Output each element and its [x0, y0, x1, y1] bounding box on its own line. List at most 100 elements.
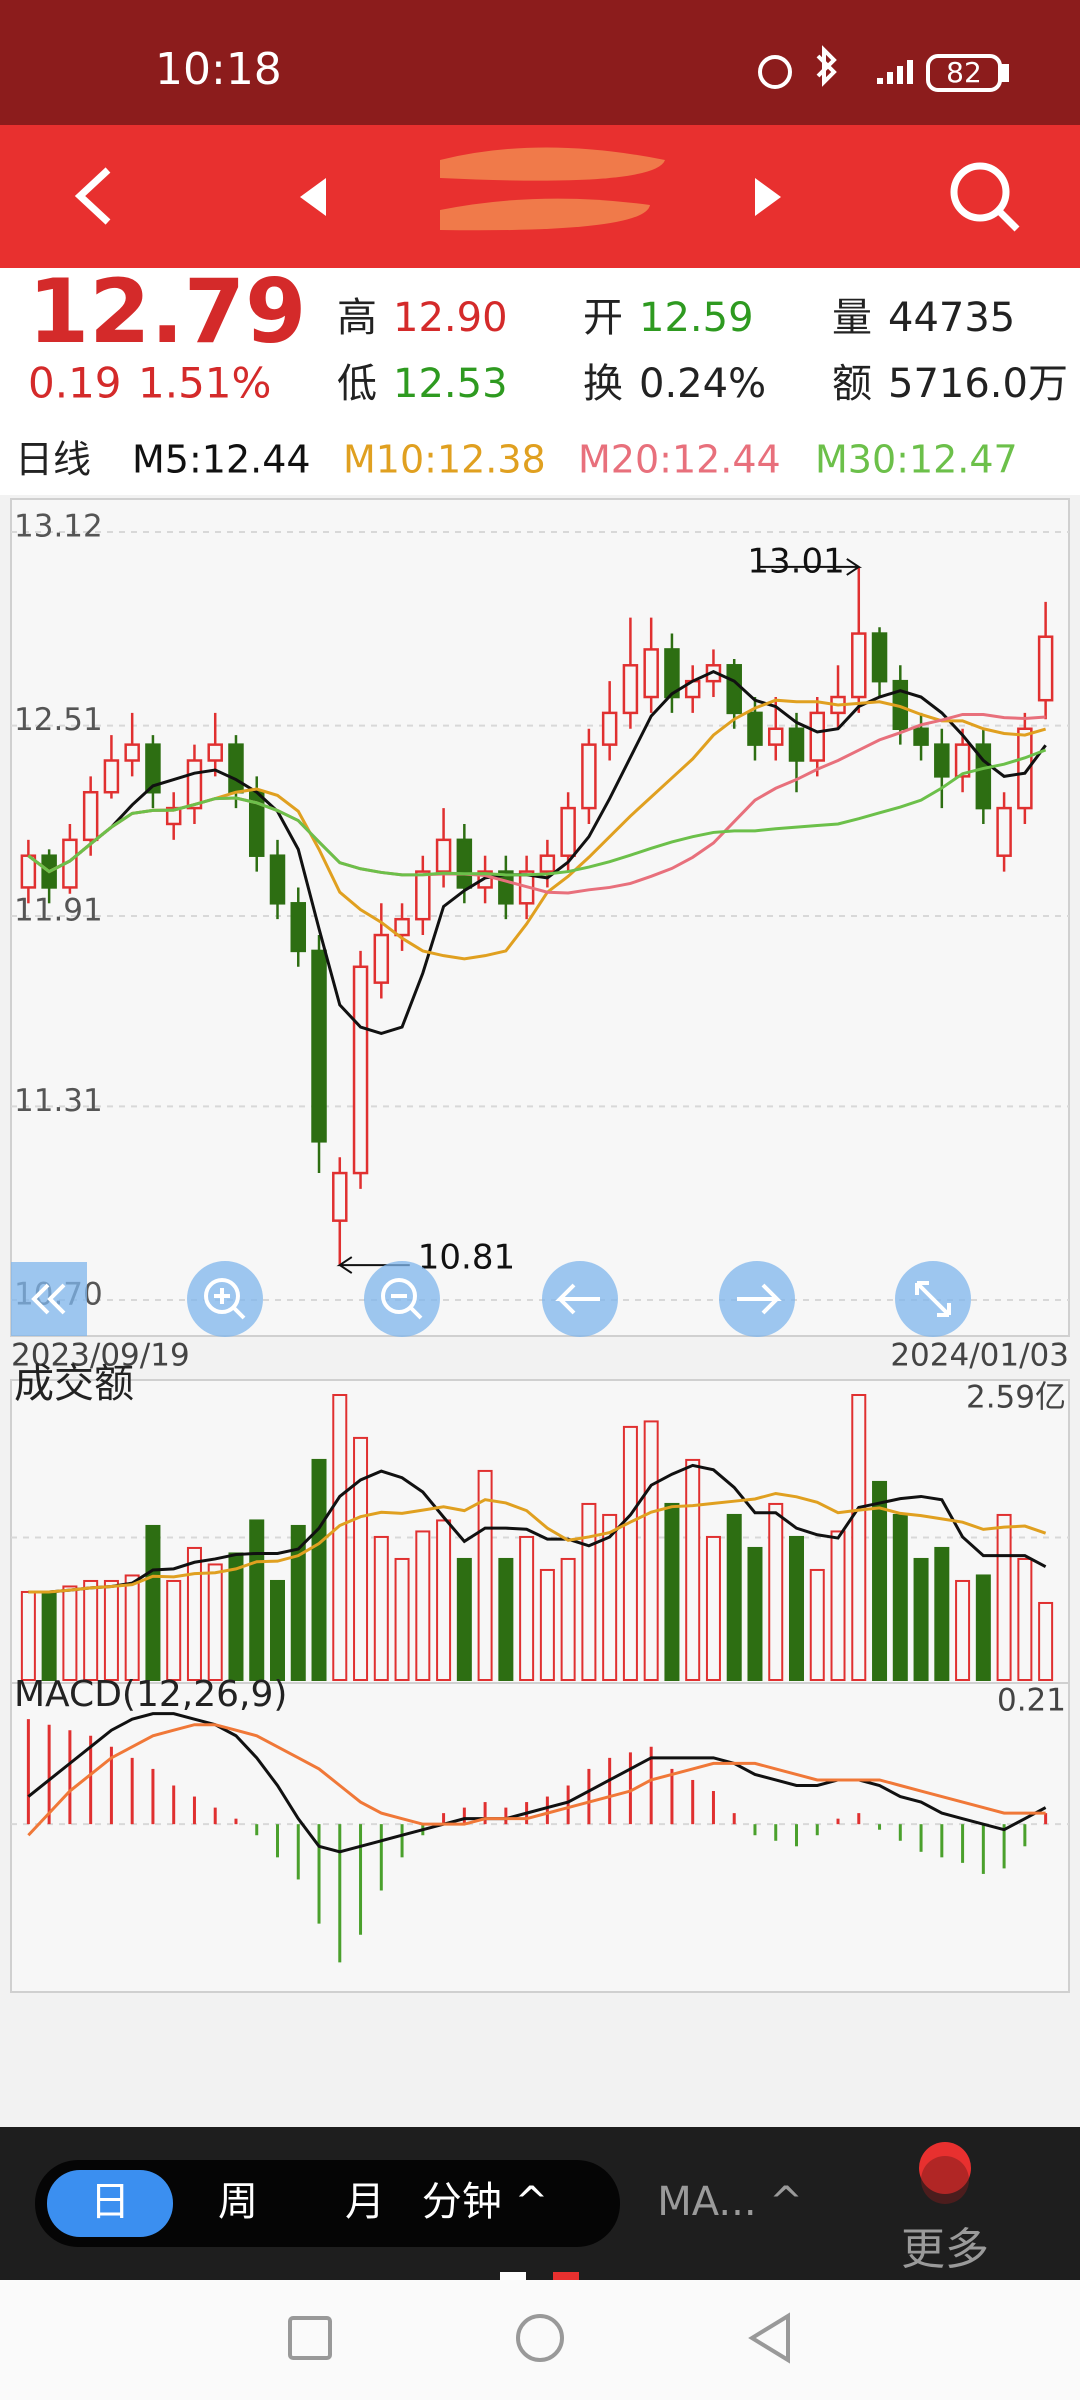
candle-body — [643, 648, 659, 699]
volume-bar — [41, 1590, 57, 1682]
y-tick-label: 13.12 — [14, 509, 103, 545]
field-label: 换 — [583, 361, 623, 407]
volume-bar — [311, 1458, 327, 1681]
home[interactable] — [516, 2314, 564, 2362]
candle-body — [871, 632, 888, 683]
volume-bar — [955, 1579, 971, 1681]
volume-ma-line — [28, 1463, 1047, 1594]
volume-bar — [145, 1524, 161, 1681]
field-label: 低 — [337, 361, 377, 407]
volume-bar — [166, 1579, 182, 1681]
candle-body — [82, 790, 99, 842]
zoom-in[interactable] — [187, 1261, 263, 1337]
volume-bar — [726, 1513, 742, 1682]
period-tab[interactable]: 月 — [345, 2179, 385, 2225]
ma-button[interactable]: MA... ^ — [657, 2179, 803, 2225]
volume-bar — [602, 1513, 618, 1682]
candle-body — [165, 806, 182, 826]
volume-bar — [373, 1535, 389, 1682]
volume-bar — [477, 1469, 493, 1681]
active-tab — [47, 2170, 173, 2237]
next-stock[interactable] — [755, 178, 781, 216]
volume-bar — [249, 1519, 265, 1681]
candle-body — [456, 838, 473, 889]
period-tab[interactable]: 日 — [90, 2179, 130, 2225]
volume-bar — [228, 1552, 244, 1681]
candle-body — [1017, 727, 1033, 810]
candle-body — [788, 727, 805, 762]
volume-bar — [622, 1425, 638, 1682]
y-tick-label: 11.31 — [14, 1083, 103, 1119]
period-label: 日线 — [15, 438, 91, 482]
volume-bar — [560, 1557, 576, 1681]
back[interactable] — [748, 2312, 790, 2364]
candle-body — [207, 743, 223, 762]
recents[interactable] — [288, 2316, 332, 2360]
volume-bar — [643, 1420, 659, 1682]
candle-body — [373, 933, 390, 984]
nav-buttons — [288, 2312, 790, 2364]
volume-bar — [83, 1579, 99, 1681]
candle-body — [954, 743, 971, 778]
ma-line — [27, 748, 1047, 877]
candle-body — [996, 806, 1012, 857]
volume-bar — [539, 1568, 555, 1682]
volume-bar — [124, 1574, 140, 1682]
candle-body — [767, 727, 784, 746]
volume-bar — [270, 1579, 285, 1681]
start-date: 2023/09/19 — [11, 1338, 190, 1374]
prev-stock[interactable] — [300, 178, 326, 216]
high-arrow — [758, 558, 863, 576]
period-tab[interactable]: 分钟 ^ — [422, 2179, 548, 2225]
candle-body — [352, 965, 369, 1175]
volume-bar — [872, 1480, 888, 1682]
more-label[interactable]: 更多 — [901, 2224, 989, 2275]
candle-body — [228, 743, 244, 794]
volume-bar — [62, 1585, 78, 1681]
indicator — [553, 2272, 579, 2280]
volume-ma-line — [28, 1491, 1047, 1594]
field-label: 量 — [832, 295, 872, 341]
change: 0.19 — [28, 359, 122, 408]
macd-dif-line — [27, 1712, 1047, 1854]
volume-bar — [519, 1535, 535, 1682]
control-icons — [31, 1278, 951, 1320]
volume-bar — [747, 1546, 763, 1681]
candle-body — [747, 711, 763, 746]
ma-legend-item: M10:12.38 — [343, 438, 546, 482]
volume-bar — [332, 1394, 348, 1681]
more-shadow — [921, 2156, 969, 2204]
period-tabs — [35, 2160, 620, 2247]
field-value: 0.24% — [639, 361, 766, 407]
y-tick-label: 0.21 — [997, 1683, 1066, 1719]
candle-body — [851, 632, 867, 699]
volume-bar — [20, 1590, 36, 1682]
battery: 82 — [946, 56, 982, 89]
candle-body — [1037, 635, 1054, 702]
volume-bar — [1038, 1601, 1054, 1682]
low-annotation: 10.81 — [418, 1238, 515, 1278]
candle-body — [809, 711, 826, 762]
period-tab[interactable]: 周 — [218, 2179, 258, 2225]
field-value: 12.90 — [393, 295, 508, 341]
candle-body — [415, 870, 431, 921]
candle-body — [145, 743, 161, 794]
search-button[interactable] — [950, 162, 1020, 232]
volume-bar — [913, 1557, 929, 1681]
volume-bar — [768, 1502, 784, 1682]
plots: 13.1212.5111.9111.3110.7013.0110.812.59亿… — [11, 509, 1069, 1963]
volume-bar — [664, 1502, 680, 1682]
volume-title: 成交额 — [14, 1361, 134, 1407]
volume-bar — [353, 1436, 369, 1681]
volume-bar — [415, 1530, 431, 1681]
macd-title: MACD(12,26,9) — [14, 1674, 287, 1715]
quote-panel — [0, 268, 1080, 440]
volume-bar — [705, 1535, 721, 1682]
field-label: 开 — [583, 295, 623, 341]
back-button[interactable] — [74, 167, 111, 225]
header — [0, 125, 1080, 268]
field-label: 高 — [337, 295, 377, 341]
zoom-out[interactable] — [364, 1261, 440, 1337]
macd-dea-line — [27, 1723, 1046, 1837]
